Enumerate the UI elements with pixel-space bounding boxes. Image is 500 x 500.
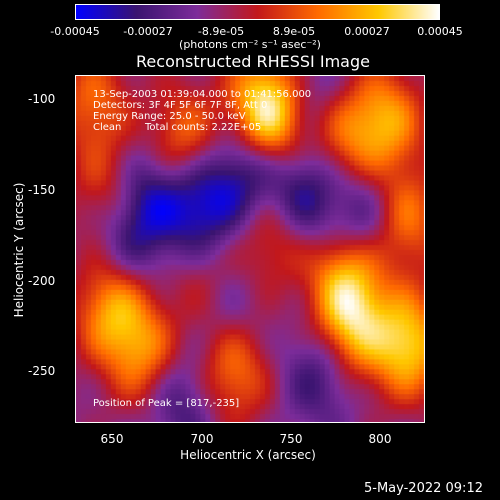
y-tick-label: -100 bbox=[28, 92, 56, 106]
y-tick-label: -250 bbox=[28, 364, 56, 378]
colorbar-tick-label: 8.9e-05 bbox=[272, 25, 316, 38]
info-peak-position: Position of Peak = [817,-235] bbox=[93, 398, 240, 409]
plot-timestamp: 5-May-2022 09:12 bbox=[364, 481, 483, 496]
x-axis-label: Heliocentric X (arcsec) bbox=[180, 448, 316, 462]
colorbar-tick-label: 0.00027 bbox=[344, 25, 390, 38]
colorbar-tick-label: 0.00045 bbox=[417, 25, 463, 38]
y-axis-label: Heliocentric Y (arcsec) bbox=[12, 182, 26, 318]
chart-title: Reconstructed RHESSI Image bbox=[136, 52, 370, 71]
colorbar-unit-label: (photons cm⁻² s⁻¹ asec⁻²) bbox=[179, 38, 321, 51]
colorbar-gradient bbox=[76, 5, 439, 19]
colorbar bbox=[75, 4, 440, 20]
colorbar-tick-label: -0.00027 bbox=[123, 25, 173, 38]
y-tick-label: -150 bbox=[28, 183, 56, 197]
x-tick-label: 650 bbox=[100, 432, 124, 446]
info-total-counts: Total counts: 2.22E+05 bbox=[145, 122, 262, 133]
info-time-range: 13-Sep-2003 01:39:04.000 to 01:41:56.000 bbox=[93, 89, 312, 100]
heatmap-image bbox=[76, 76, 424, 422]
x-tick-label: 700 bbox=[190, 432, 214, 446]
plot-area bbox=[75, 75, 425, 423]
info-algorithm: Clean bbox=[93, 122, 122, 133]
info-energy-range: Energy Range: 25.0 - 50.0 keV bbox=[93, 111, 246, 122]
colorbar-tick-label: -8.9e-05 bbox=[197, 25, 245, 38]
x-tick-label: 800 bbox=[368, 432, 392, 446]
colorbar-tick-label: -0.00045 bbox=[50, 25, 100, 38]
info-detectors: Detectors: 3F 4F 5F 6F 7F 8F, Att 0 bbox=[93, 100, 268, 111]
x-tick-label: 750 bbox=[279, 432, 303, 446]
y-tick-label: -200 bbox=[28, 274, 56, 288]
